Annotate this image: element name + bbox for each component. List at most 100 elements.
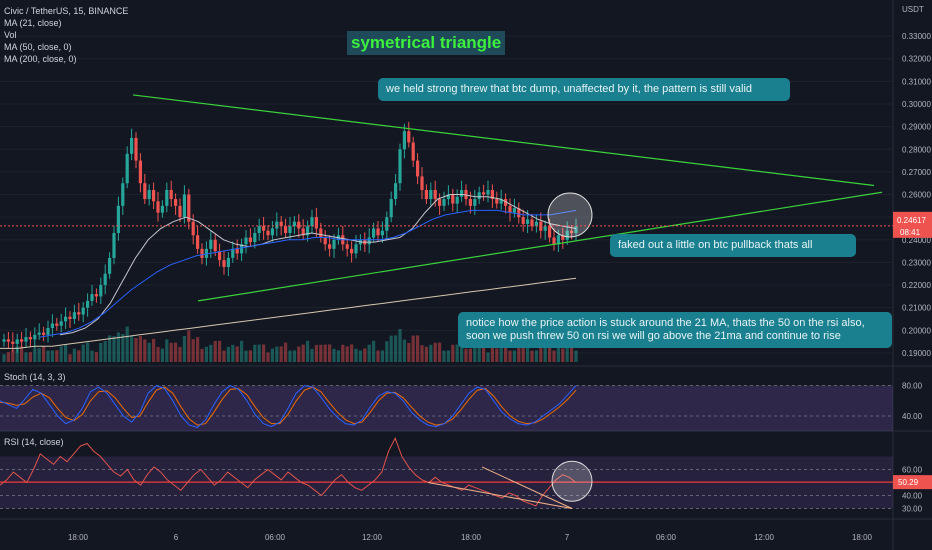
volume-bar [187, 330, 191, 362]
volume-bar [323, 344, 327, 362]
time-tick-label: 06:00 [265, 533, 286, 542]
candle-body [548, 226, 552, 238]
price-tick-label: 0.24000 [902, 236, 931, 245]
candle-body [306, 226, 310, 236]
candle-body [367, 237, 371, 245]
volume-bar [363, 348, 367, 362]
volume-bar [134, 338, 138, 362]
volume-bar [116, 332, 120, 362]
candle-body [376, 228, 380, 236]
volume-bar [37, 348, 41, 362]
price-tick-label: 0.32000 [902, 55, 931, 64]
volume-bar [530, 350, 534, 362]
candle-body [6, 339, 10, 342]
volume-bar [94, 352, 98, 362]
candle-body [275, 221, 279, 229]
volume-bar [160, 348, 164, 362]
indicator-ma200[interactable]: MA (200, close, 0) [4, 54, 77, 64]
candle-body [68, 316, 72, 319]
volume-bar [433, 342, 437, 362]
volume-bar [244, 350, 248, 362]
volume-bar [152, 339, 156, 362]
rsi-tick-label: 60.00 [902, 466, 923, 475]
volume-bar [86, 342, 90, 362]
candle-body [99, 285, 103, 297]
rsi-label[interactable]: RSI (14, close) [4, 437, 64, 447]
stoch-d-line [0, 386, 577, 426]
candle-body [521, 217, 525, 224]
volume-bar [504, 342, 508, 362]
price-tick-label: 0.20000 [902, 326, 931, 335]
volume-bar [28, 352, 32, 362]
volume-bar [240, 340, 244, 362]
candle-body [451, 194, 455, 204]
candle-body [178, 205, 182, 218]
volume-bar [222, 350, 226, 362]
candle-body [20, 339, 24, 342]
price-tick-label: 0.30000 [902, 100, 931, 109]
volume-bar [169, 342, 173, 362]
volume-bar [548, 339, 552, 362]
candle-body [565, 230, 569, 240]
candle-body [266, 230, 270, 236]
candle-body [420, 176, 424, 190]
candle-body [218, 251, 222, 261]
candle-body [534, 221, 538, 227]
countdown-label: 08:41 [900, 228, 921, 237]
candle-body [165, 190, 169, 206]
volume-bar [301, 344, 305, 362]
candle-body [147, 190, 151, 200]
candle-body [103, 273, 107, 286]
volume-bar [451, 344, 455, 362]
volume-bar [112, 336, 116, 362]
volume-bar [292, 350, 296, 362]
candle-body [42, 332, 46, 335]
volume-bar [521, 344, 525, 362]
volume-bar [64, 344, 68, 362]
candle-body [372, 228, 376, 238]
candle-body [429, 190, 433, 200]
volume-bar [570, 346, 574, 362]
candle-body [574, 226, 578, 233]
candle-body [121, 183, 125, 206]
volume-bar [33, 348, 37, 362]
volume-bar [429, 344, 433, 362]
volume-bar [420, 345, 424, 362]
indicator-ma21[interactable]: MA (21, close) [4, 18, 62, 28]
candle-body [319, 228, 323, 238]
candle-body [200, 248, 204, 258]
candle-body [464, 190, 468, 200]
time-tick-label: 12:00 [754, 533, 775, 542]
triangle-lower-line [197, 191, 883, 302]
stoch-k-line [0, 385, 577, 428]
volume-bar [372, 340, 376, 362]
volume-bar [398, 329, 402, 362]
candle-body [297, 221, 301, 229]
volume-bar [328, 344, 332, 362]
candle-body [424, 190, 428, 200]
volume-bar [490, 346, 494, 362]
price-tick-label: 0.33000 [902, 32, 931, 41]
candle-body [394, 183, 398, 200]
candle-body [112, 233, 116, 258]
volume-bar [178, 347, 182, 362]
volume-bar [20, 346, 24, 362]
chart-legend: Civic / TetherUS, 15, BINANCE MA (21, cl… [4, 5, 128, 65]
indicator-vol[interactable]: Vol [4, 30, 17, 40]
volume-bar [345, 346, 349, 362]
candle-body [350, 248, 354, 254]
candle-body [152, 190, 156, 202]
candle-body [292, 221, 296, 227]
candle-body [433, 190, 437, 200]
candle-body [495, 199, 499, 204]
indicator-ma50[interactable]: MA (50, close, 0) [4, 42, 72, 52]
last-price-tag [893, 211, 932, 238]
candle-body [473, 199, 477, 206]
time-tick-label: 18:00 [68, 533, 89, 542]
candle-body [226, 257, 230, 267]
volume-bar [200, 348, 204, 362]
candle-body [314, 217, 318, 229]
candle-body [508, 205, 512, 213]
candle-body [33, 334, 37, 340]
stoch-label[interactable]: Stoch (14, 3, 3) [4, 372, 66, 382]
